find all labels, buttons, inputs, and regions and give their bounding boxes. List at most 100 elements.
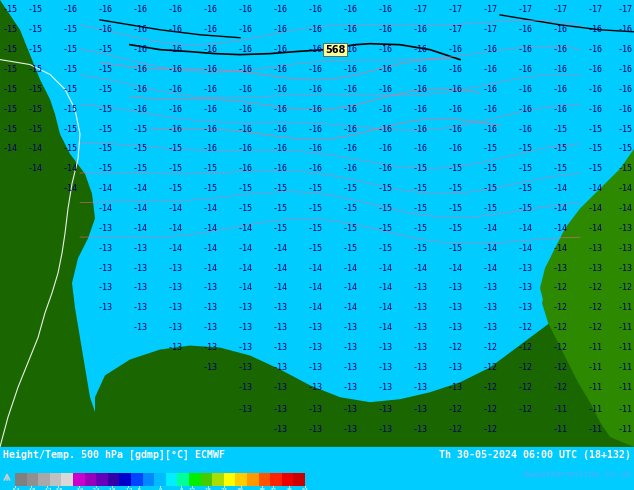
Text: -14: -14 [238, 224, 252, 233]
Text: -16: -16 [133, 5, 148, 14]
Text: -12: -12 [588, 284, 602, 293]
Text: -16: -16 [377, 25, 392, 34]
Text: -14: -14 [133, 184, 148, 193]
Text: -16: -16 [482, 65, 498, 74]
Text: -16: -16 [552, 105, 567, 114]
Text: -15: -15 [27, 105, 42, 114]
Text: -16: -16 [588, 45, 602, 54]
Text: -15: -15 [448, 204, 462, 213]
Text: -14: -14 [202, 264, 217, 272]
Text: 30: 30 [237, 488, 244, 490]
Text: -13: -13 [273, 343, 287, 352]
Text: -15: -15 [202, 164, 217, 173]
Text: -13: -13 [133, 323, 148, 332]
Text: -17: -17 [482, 5, 498, 14]
Polygon shape [542, 189, 634, 447]
Text: -16: -16 [307, 45, 323, 54]
Bar [96, 473, 108, 486]
Text: -16: -16 [377, 124, 392, 134]
Text: -15: -15 [27, 25, 42, 34]
Text: -13: -13 [238, 383, 252, 392]
Text: -13: -13 [98, 244, 112, 253]
Text: -16: -16 [98, 5, 112, 14]
Text: -16: -16 [377, 45, 392, 54]
Text: -15: -15 [63, 124, 77, 134]
Text: -14: -14 [202, 244, 217, 253]
Text: -16: -16 [342, 5, 358, 14]
Text: -12: -12 [517, 323, 533, 332]
Text: -14: -14 [167, 224, 183, 233]
Bar [200, 473, 212, 486]
Text: -11: -11 [618, 383, 633, 392]
Text: -16: -16 [202, 105, 217, 114]
Text: -13: -13 [133, 244, 148, 253]
Text: -14: -14 [3, 145, 18, 153]
Text: -12: -12 [517, 343, 533, 352]
Text: -15: -15 [98, 65, 112, 74]
Text: -17: -17 [588, 5, 602, 14]
Text: -17: -17 [482, 25, 498, 34]
Text: 54: 54 [302, 488, 309, 490]
Text: Height/Temp. 500 hPa [gdmp][°C] ECMWF: Height/Temp. 500 hPa [gdmp][°C] ECMWF [3, 450, 225, 460]
Text: -30: -30 [74, 488, 85, 490]
Text: -13: -13 [133, 284, 148, 293]
Text: -14: -14 [307, 264, 323, 272]
Text: -11: -11 [588, 424, 602, 434]
Text: -13: -13 [273, 363, 287, 372]
Text: -15: -15 [63, 145, 77, 153]
Text: -15: -15 [167, 164, 183, 173]
Text: -24: -24 [90, 488, 101, 490]
Text: -15: -15 [3, 85, 18, 94]
Text: -16: -16 [517, 45, 533, 54]
Bar [61, 473, 73, 486]
Text: -15: -15 [342, 204, 358, 213]
Text: -11: -11 [618, 405, 633, 414]
Text: -13: -13 [273, 405, 287, 414]
Text: -12: -12 [482, 363, 498, 372]
Text: -13: -13 [552, 264, 567, 272]
Text: -13: -13 [98, 303, 112, 312]
Text: -15: -15 [377, 184, 392, 193]
Text: -13: -13 [342, 424, 358, 434]
Bar [189, 473, 200, 486]
Text: -16: -16 [482, 45, 498, 54]
Text: -13: -13 [273, 323, 287, 332]
Text: -12: -12 [482, 343, 498, 352]
Text: -16: -16 [588, 25, 602, 34]
Text: -16: -16 [98, 25, 112, 34]
Text: -15: -15 [448, 244, 462, 253]
Text: -14: -14 [63, 164, 77, 173]
Text: -16: -16 [202, 5, 217, 14]
Text: 42: 42 [269, 488, 276, 490]
Text: -15: -15 [273, 224, 287, 233]
Text: -15: -15 [517, 204, 533, 213]
Text: -16: -16 [307, 124, 323, 134]
Bar [281, 473, 294, 486]
Polygon shape [0, 0, 100, 447]
Text: -12: -12 [618, 284, 633, 293]
Text: -13: -13 [342, 363, 358, 372]
Text: -12: -12 [552, 323, 567, 332]
Text: -13: -13 [377, 363, 392, 372]
Text: -13: -13 [482, 303, 498, 312]
Text: -16: -16 [342, 25, 358, 34]
Text: -13: -13 [448, 284, 462, 293]
Text: -14: -14 [307, 284, 323, 293]
Text: -16: -16 [448, 124, 462, 134]
Text: -15: -15 [588, 164, 602, 173]
Text: -17: -17 [618, 5, 633, 14]
Text: -12: -12 [552, 303, 567, 312]
Text: -15: -15 [98, 145, 112, 153]
Text: -15: -15 [133, 124, 148, 134]
Bar [235, 473, 247, 486]
Text: -16: -16 [517, 25, 533, 34]
Text: -15: -15 [98, 124, 112, 134]
Text: -13: -13 [307, 323, 323, 332]
Text: -16: -16 [133, 25, 148, 34]
Text: -13: -13 [377, 424, 392, 434]
Text: -14: -14 [552, 224, 567, 233]
Text: 8: 8 [179, 488, 183, 490]
Text: -15: -15 [3, 124, 18, 134]
Text: -14: -14 [238, 284, 252, 293]
Text: -13: -13 [413, 383, 427, 392]
